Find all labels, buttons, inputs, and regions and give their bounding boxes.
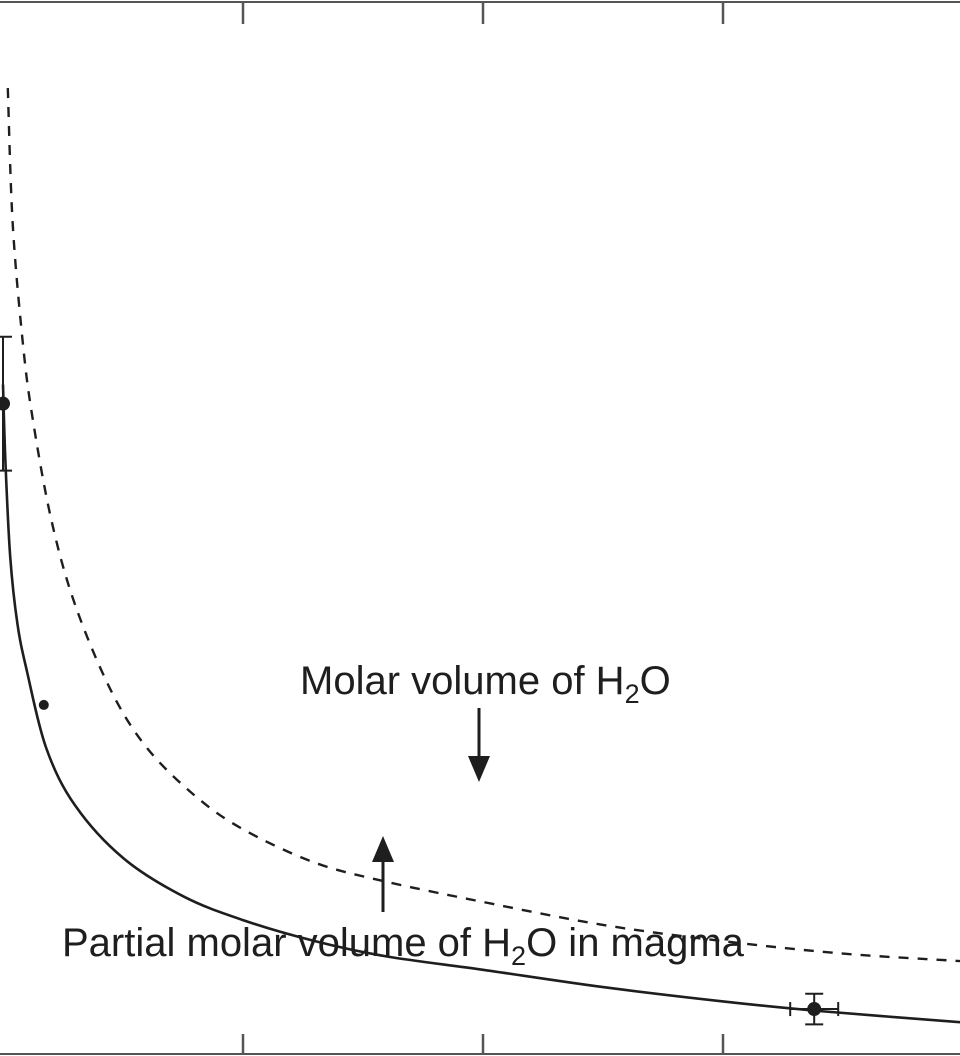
annotation-molar-volume-part-3: O <box>640 659 671 703</box>
data-point-marker <box>38 699 49 710</box>
x-ticks <box>241 2 725 1054</box>
annotation-partial-molar-volume-subscript: 2 <box>511 941 526 971</box>
annotation-partial-molar-volume-arrowhead <box>372 836 394 862</box>
annotation-partial-molar-volume: Partial molar volume of H2O in magma <box>62 836 745 971</box>
annotation-partial-molar-volume-part-1: Partial molar volume of H <box>62 921 511 965</box>
series-molar-volume-line <box>6 88 960 963</box>
data-point-marker <box>0 396 10 411</box>
annotation-molar-volume-arrowhead <box>468 756 490 782</box>
annotation-partial-molar-volume-part-3: O in magma <box>526 921 745 965</box>
annotation-molar-volume-subscript: 2 <box>625 679 640 709</box>
annotation-molar-volume-part-1: Molar volume of H <box>300 659 625 703</box>
data-points <box>0 335 840 1026</box>
series-layer <box>1 88 960 1024</box>
data-point-1 <box>0 335 12 472</box>
data-point-2 <box>38 699 49 710</box>
data-point-3 <box>789 992 840 1026</box>
series-partial-molar-volume-line <box>1 384 960 1024</box>
annotation-partial-molar-volume-label: Partial molar volume of H2O in magma <box>62 921 745 971</box>
data-point-marker <box>807 1002 822 1017</box>
annotation-molar-volume-label: Molar volume of H2O <box>300 659 671 709</box>
annotation-molar-volume: Molar volume of H2O <box>300 659 671 782</box>
